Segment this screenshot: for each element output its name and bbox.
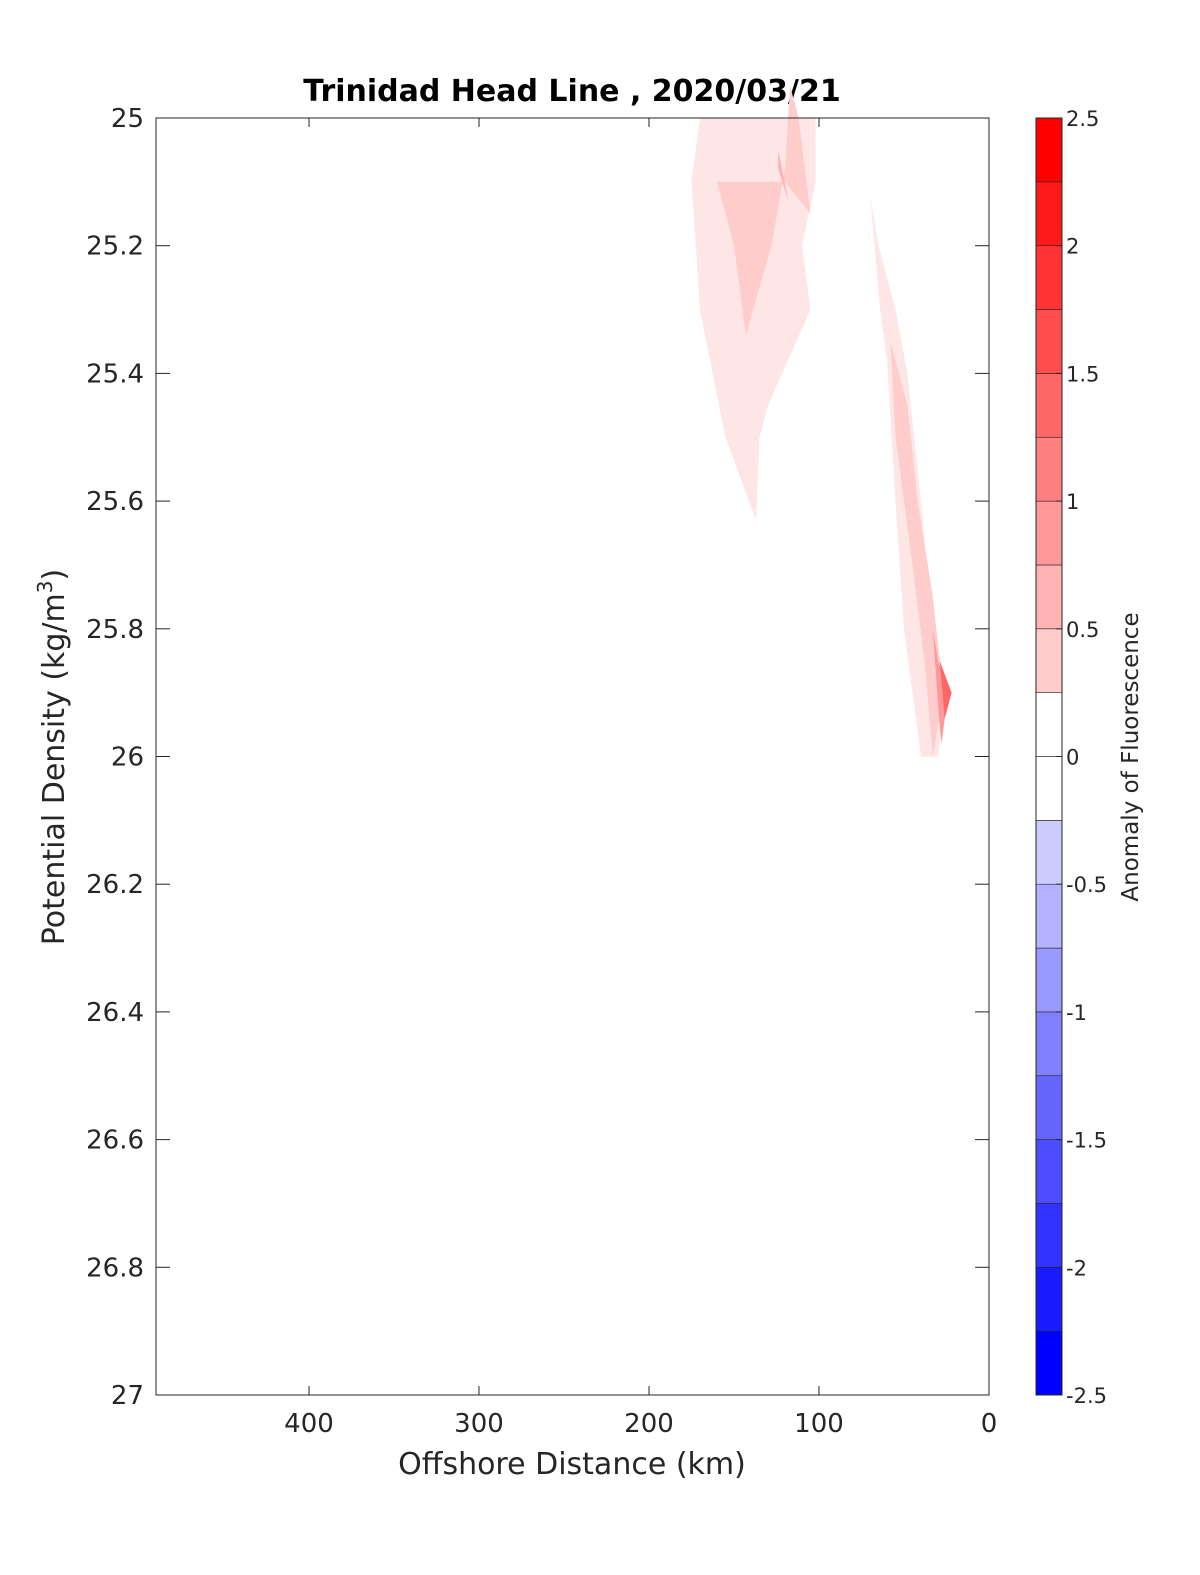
contour-region-4 xyxy=(890,341,944,757)
colorbar-band xyxy=(1035,181,1063,247)
x-tick-label: 400 xyxy=(284,1409,334,1439)
x-tick-label: 100 xyxy=(794,1409,844,1439)
x-tick-label: 0 xyxy=(981,1409,998,1439)
plot-frame xyxy=(155,117,990,1396)
chart-title: Trinidad Head Line , 2020/03/21 xyxy=(303,74,840,109)
colorbar-band xyxy=(1035,692,1063,757)
colorbar-tick-label: -1.5 xyxy=(1066,1129,1107,1153)
colorbar-tick-label: 2.5 xyxy=(1066,107,1099,131)
colorbar-band xyxy=(1035,883,1063,949)
y-axis-label-close: ) xyxy=(37,569,72,581)
x-axis-ticks: 400 300 200 100 0 xyxy=(284,118,997,1439)
y-tick-label: 26.6 xyxy=(86,1126,144,1156)
colorbar-band xyxy=(1035,947,1063,1013)
contour-regions xyxy=(691,86,952,757)
colorbar-band xyxy=(1035,500,1063,566)
colorbar-tick-label: -1 xyxy=(1066,1001,1087,1025)
contour-region-2 xyxy=(778,149,789,201)
colorbar-band xyxy=(1035,564,1063,630)
y-axis-ticks: 25 25.2 25.4 25.6 25.8 26 26.2 26.4 26.6 26.8 27 xyxy=(86,104,989,1411)
y-tick-label: 26 xyxy=(111,743,144,773)
colorbar-tick-label: -2.5 xyxy=(1066,1384,1107,1408)
colorbar-tick-label: 2 xyxy=(1066,235,1079,259)
colorbar-tick-label: -0.5 xyxy=(1066,873,1107,897)
y-tick-label: 26.4 xyxy=(86,998,144,1028)
contour-region-0 xyxy=(691,118,816,521)
y-tick-label: 25.6 xyxy=(86,487,144,517)
colorbar-tick-label: -2 xyxy=(1066,1256,1087,1280)
colorbar-band xyxy=(1035,245,1063,310)
y-axis-label-main: Potential Density (kg/m xyxy=(37,593,72,945)
y-tick-label: 26.2 xyxy=(86,870,144,900)
colorbar-ticks: 2.5 2 1.5 1 0.5 0 -0.5 -1 -1.5 -2 -2.5 xyxy=(1056,107,1107,1408)
contour-region-6 xyxy=(939,660,952,719)
x-tick-label: 200 xyxy=(624,1409,674,1439)
colorbar-band xyxy=(1035,820,1063,885)
colorbar-band xyxy=(1035,1330,1063,1396)
y-tick-label: 25.2 xyxy=(86,232,144,262)
colorbar-band xyxy=(1035,117,1063,183)
colorbar-band xyxy=(1035,1075,1063,1140)
contour-region-1 xyxy=(717,86,811,336)
x-tick-label: 300 xyxy=(454,1409,504,1439)
colorbar-band xyxy=(1035,373,1063,438)
y-tick-label: 25.8 xyxy=(86,615,144,645)
colorbar-band xyxy=(1035,756,1063,821)
y-tick-label: 26.8 xyxy=(86,1253,144,1283)
x-axis-label: Offshore Distance (km) xyxy=(398,1447,746,1482)
colorbar-band xyxy=(1035,628,1063,693)
colorbar-tick-label: 1.5 xyxy=(1066,362,1099,386)
y-tick-label: 27 xyxy=(111,1381,144,1411)
y-axis-label-superscript: 3 xyxy=(33,580,57,593)
y-tick-label: 25.4 xyxy=(86,359,144,389)
colorbar-band xyxy=(1035,436,1063,502)
y-axis-label: Potential Density (kg/m3) xyxy=(33,569,72,945)
colorbar-band xyxy=(1035,1011,1063,1077)
colorbar-band xyxy=(1035,1267,1063,1332)
colorbar-tick-label: 0 xyxy=(1066,746,1079,770)
colorbar-tick-label: 0.5 xyxy=(1066,618,1099,642)
colorbar-label: Anomaly of Fluorescence xyxy=(1118,612,1144,901)
y-tick-label: 25 xyxy=(111,104,144,134)
colorbar-tick-label: 1 xyxy=(1066,490,1079,514)
contour-region-5 xyxy=(932,628,949,744)
colorbar-band xyxy=(1035,1203,1063,1268)
colorbar-band xyxy=(1035,1139,1063,1204)
colorbar-band xyxy=(1035,309,1063,374)
